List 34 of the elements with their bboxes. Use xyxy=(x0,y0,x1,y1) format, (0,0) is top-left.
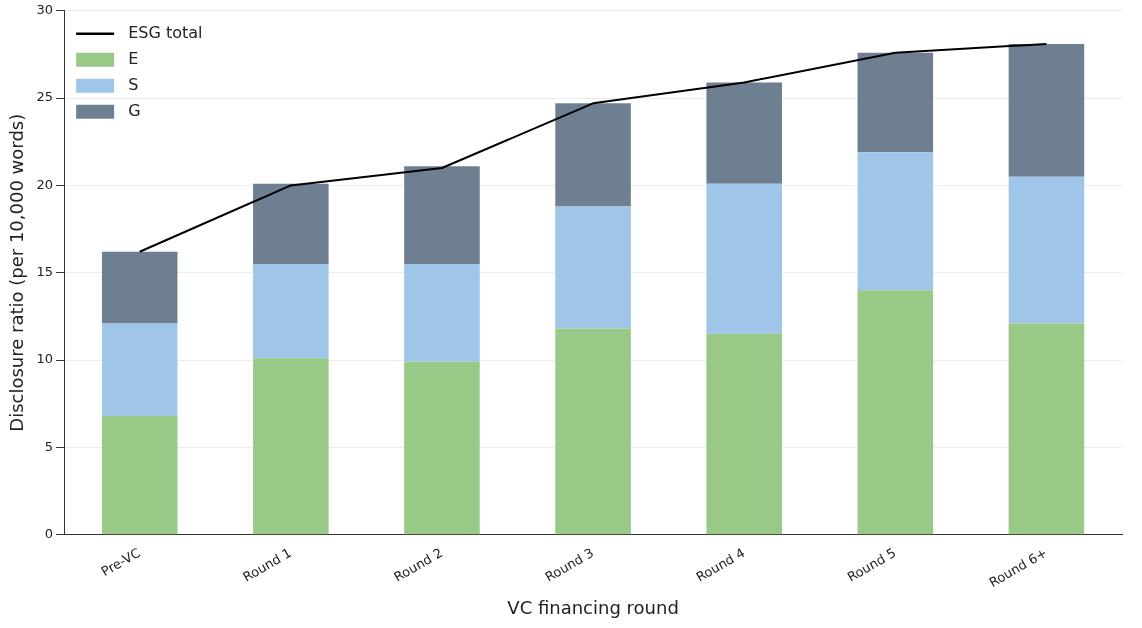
bar xyxy=(1008,323,1085,535)
y-tick-label: 30 xyxy=(36,2,54,18)
bar xyxy=(706,183,782,334)
bar xyxy=(555,103,631,207)
y-tick-label: 25 xyxy=(36,89,54,105)
bar xyxy=(555,206,631,329)
legend-label: E xyxy=(128,48,139,68)
y-tick-label: 10 xyxy=(36,351,54,367)
bar xyxy=(404,166,480,265)
bar xyxy=(253,264,329,359)
bar xyxy=(706,333,782,535)
y-tick-label: 0 xyxy=(44,526,54,542)
bar xyxy=(1008,43,1085,177)
bar xyxy=(555,328,631,535)
bar xyxy=(706,82,782,184)
bar xyxy=(101,415,178,535)
bar xyxy=(101,251,178,324)
y-axis-title: Disclosure ratio (per 10,000 words) xyxy=(6,113,28,432)
legend-label: G xyxy=(128,100,141,120)
bar xyxy=(101,323,178,416)
legend-label: S xyxy=(128,74,139,94)
bar xyxy=(1008,176,1085,324)
bar xyxy=(857,290,934,535)
bar xyxy=(857,52,934,153)
bar xyxy=(253,183,329,265)
y-tick-label: 5 xyxy=(44,438,54,454)
legend-label: ESG total xyxy=(128,22,203,42)
bar xyxy=(857,152,934,291)
bar xyxy=(404,361,480,535)
y-tick-label: 15 xyxy=(36,264,54,280)
bar xyxy=(404,264,480,362)
x-axis-title: VC financing round xyxy=(507,596,679,618)
bar xyxy=(253,358,329,535)
y-tick-label: 20 xyxy=(36,176,54,192)
